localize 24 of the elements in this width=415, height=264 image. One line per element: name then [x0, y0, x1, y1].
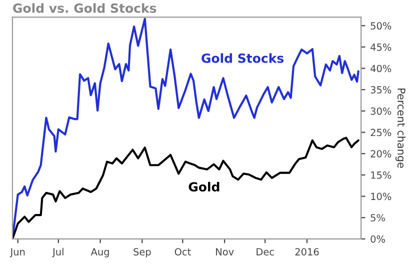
y-axis-title: Percent change	[395, 88, 406, 168]
y-tick-label: 20%	[370, 150, 392, 158]
x-tick-label: Nov	[216, 248, 234, 256]
line-series	[12, 136, 360, 239]
chart-title: Gold vs. Gold Stocks	[13, 3, 156, 13]
x-tick-label: Sep	[134, 248, 151, 258]
y-tick-label: 10%	[371, 192, 392, 200]
x-tick-label: Jul	[52, 248, 64, 258]
y-tick-label: 35%	[370, 86, 392, 94]
y-tick-label: 0%	[370, 235, 385, 243]
x-tick-label: Oct	[174, 248, 191, 256]
y-tick-label: 40%	[370, 64, 392, 72]
series-label: Gold	[188, 182, 220, 192]
y-tick-label: 15%	[371, 171, 392, 179]
y-tick-label: 25%	[370, 128, 392, 136]
x-tick-label: Aug	[90, 248, 109, 258]
series-label: Gold Stocks	[202, 53, 284, 63]
x-tick-label: 2016	[295, 248, 319, 256]
y-tick-label: 30%	[370, 107, 392, 115]
y-tick-label: 45%	[370, 43, 392, 51]
y-tick-label: 50%	[370, 22, 392, 30]
y-tick-label: 5%	[370, 214, 385, 222]
x-tick-label: Jun	[10, 248, 25, 258]
x-tick-label: Dec	[256, 248, 274, 256]
